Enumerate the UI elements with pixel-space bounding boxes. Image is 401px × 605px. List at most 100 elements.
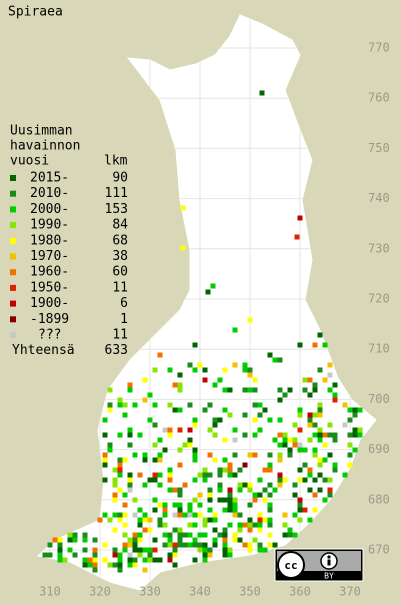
observation-square — [42, 552, 48, 558]
observation-square — [257, 542, 263, 548]
observation-square — [202, 377, 208, 383]
observation-square — [112, 467, 118, 473]
observation-square — [277, 357, 283, 363]
observation-square — [312, 387, 318, 393]
license-badge: cc BY — [274, 548, 364, 582]
legend-count: 6 — [120, 296, 128, 311]
legend-count: 11 — [112, 280, 128, 295]
observation-square — [207, 402, 213, 408]
observation-square — [102, 457, 108, 463]
legend-swatch — [10, 269, 16, 276]
observation-square — [187, 502, 193, 508]
observation-square — [342, 422, 348, 428]
observation-square — [72, 537, 78, 543]
observation-square — [172, 382, 178, 388]
observation-square — [257, 492, 263, 498]
observation-square — [167, 432, 173, 438]
total-label: Yhteensä — [12, 343, 75, 358]
observation-square — [167, 537, 173, 543]
observation-square — [222, 387, 228, 393]
observation-square — [267, 452, 273, 458]
observation-square — [332, 397, 338, 403]
observation-square — [257, 402, 263, 408]
legend-header: havainnon — [10, 139, 80, 154]
observation-square — [177, 502, 183, 508]
observation-square — [152, 422, 158, 428]
observation-square — [127, 487, 133, 493]
observation-square — [72, 532, 78, 538]
observation-square — [147, 517, 153, 523]
observation-square — [267, 542, 273, 548]
x-grid-label: 370 — [339, 585, 361, 599]
observation-square — [117, 567, 123, 573]
observation-square — [259, 90, 265, 96]
observation-square — [122, 547, 128, 553]
y-grid-label: 760 — [368, 91, 390, 105]
observation-square — [152, 547, 158, 553]
observation-square — [187, 427, 193, 433]
observation-square — [192, 342, 198, 348]
observation-square — [312, 342, 318, 348]
observation-square — [112, 492, 118, 498]
legend-swatch — [10, 190, 16, 197]
observation-square — [307, 417, 313, 423]
observation-square — [357, 407, 363, 413]
observation-square — [147, 477, 153, 483]
observation-square — [182, 482, 188, 488]
observation-square — [117, 472, 123, 478]
observation-square — [317, 367, 323, 373]
observation-square — [192, 367, 198, 373]
observation-square — [277, 442, 283, 448]
observation-square — [247, 387, 253, 393]
observation-square — [307, 517, 313, 523]
observation-square — [212, 422, 218, 428]
observation-square — [277, 482, 283, 488]
observation-square — [242, 542, 248, 548]
observation-square — [127, 472, 133, 478]
cc-icon: cc — [284, 559, 297, 572]
observation-square — [222, 437, 228, 443]
y-grid-label: 730 — [368, 241, 390, 255]
observation-square — [122, 457, 128, 463]
observation-square — [172, 407, 178, 413]
observation-square — [257, 522, 263, 528]
observation-square — [307, 472, 313, 478]
observation-square — [247, 317, 253, 323]
observation-square — [167, 402, 173, 408]
observation-square — [267, 462, 273, 468]
observation-square — [322, 457, 328, 463]
observation-square — [267, 502, 273, 508]
legend-swatch — [10, 175, 16, 181]
observation-square — [137, 472, 143, 478]
observation-square — [177, 372, 183, 378]
observation-square — [327, 432, 333, 438]
by-icon-head — [327, 555, 331, 559]
observation-square — [297, 507, 303, 513]
observation-square — [317, 462, 323, 468]
cc-circle — [277, 551, 305, 579]
observation-square — [172, 512, 178, 518]
observation-square — [322, 442, 328, 448]
observation-square — [97, 517, 103, 523]
observation-square — [187, 522, 193, 528]
observation-square — [317, 412, 323, 418]
observation-square — [212, 542, 218, 548]
observation-square — [252, 522, 258, 528]
observation-square — [127, 537, 133, 543]
observation-square — [167, 477, 173, 483]
observation-square — [157, 457, 163, 463]
observation-square — [287, 527, 293, 533]
legend-count: 38 — [112, 249, 128, 264]
legend-count: 90 — [112, 171, 128, 186]
observation-square — [132, 542, 138, 548]
observation-square — [232, 327, 238, 333]
observation-square — [242, 462, 248, 468]
observation-square — [192, 537, 198, 543]
observation-square — [267, 492, 273, 498]
observation-square — [122, 402, 128, 408]
observation-square — [227, 472, 233, 478]
observation-square — [132, 512, 138, 518]
observation-square — [312, 432, 318, 438]
observation-square — [327, 372, 333, 378]
observation-square — [112, 477, 118, 483]
